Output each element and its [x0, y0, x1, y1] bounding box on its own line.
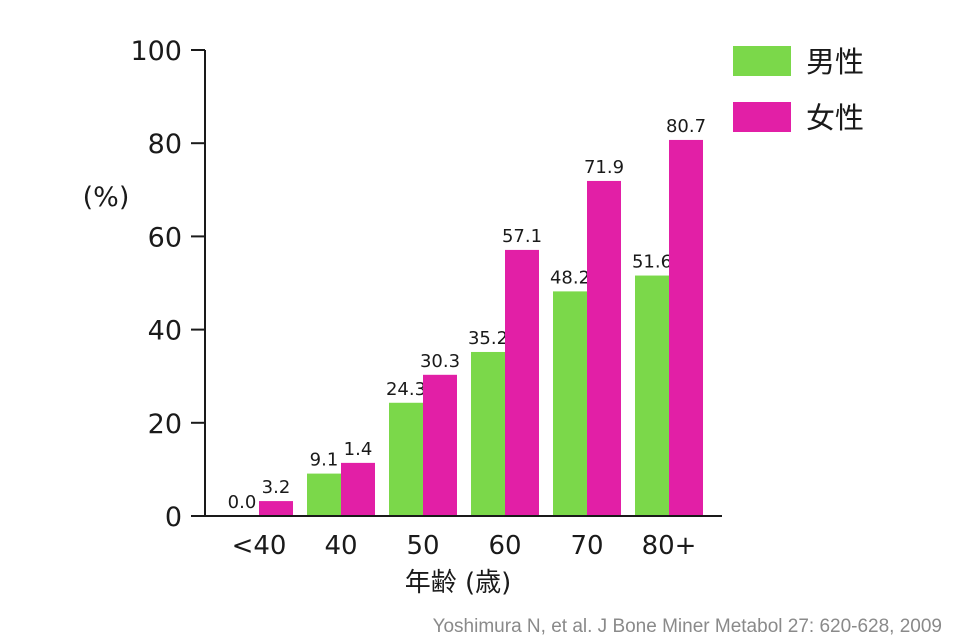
data-label-series-0-1: 9.1: [310, 450, 339, 471]
legend-label-1: 女性: [806, 101, 864, 135]
y-axis: 0 20 40 60 80 100: [130, 36, 206, 533]
data-label-series-0-0: 0.0: [228, 492, 257, 513]
data-label-series-0-4: 48.2: [550, 267, 590, 288]
bars: 0.03.2 9.11.4 24.3 30.3 35.2 57.1 48.2 71.9 51.6…: [226, 114, 708, 517]
bar-series-1-1: [341, 462, 375, 516]
citation: Yoshimura N, et al. J Bone Miner Metabol…: [433, 616, 942, 637]
legend-label-0: 男性: [806, 45, 864, 79]
legend-swatch-1: [733, 102, 791, 132]
bar-series-1-5: [669, 139, 703, 517]
y-axis-label: (%): [83, 182, 130, 213]
bar-series-1-2: [423, 374, 457, 516]
x-axis-label: 年齢 (歳): [405, 568, 512, 598]
x-axis: <40 40 50 60 70 80+: [205, 515, 722, 561]
y-tick-label: 80: [148, 129, 182, 160]
x-tick-label: <40: [232, 531, 287, 561]
bar-series-0-3: [471, 351, 505, 516]
data-label-series-0-2: 24.3: [386, 379, 426, 400]
bar-series-0-2: [389, 402, 423, 516]
data-label-series-1-5: 80.7: [666, 116, 706, 137]
data-label-series-0-5: 51.6: [632, 252, 672, 273]
bar-series-0-4: [553, 291, 587, 516]
x-tick-label: 80+: [642, 531, 697, 561]
y-tick-label: 0: [165, 502, 182, 533]
data-label-series-1-1: 1.4: [344, 439, 373, 460]
x-tick-label: 40: [324, 531, 357, 561]
data-label-series-1-2: 30.3: [420, 351, 460, 372]
bar-series-0-5: [635, 275, 669, 516]
x-tick-label: 50: [406, 531, 439, 561]
y-tick-label: 100: [130, 36, 182, 67]
y-tick-label: 40: [148, 316, 182, 347]
y-tick-label: 20: [148, 409, 182, 440]
y-tick-label: 60: [148, 222, 182, 253]
bar-series-1-0: [259, 501, 293, 516]
x-tick-label: 60: [488, 531, 521, 561]
bar-series-0-1: [307, 473, 341, 516]
bar-series-1-3: [505, 249, 539, 516]
data-label-series-0-3: 35.2: [468, 328, 508, 349]
data-label-series-1-3: 57.1: [502, 226, 542, 247]
bar-series-1-4: [587, 180, 621, 517]
legend-swatch-0: [733, 46, 791, 76]
data-label-series-1-0: 3.2: [262, 477, 291, 498]
data-label-series-1-4: 71.9: [584, 157, 624, 178]
x-tick-label: 70: [570, 531, 603, 561]
